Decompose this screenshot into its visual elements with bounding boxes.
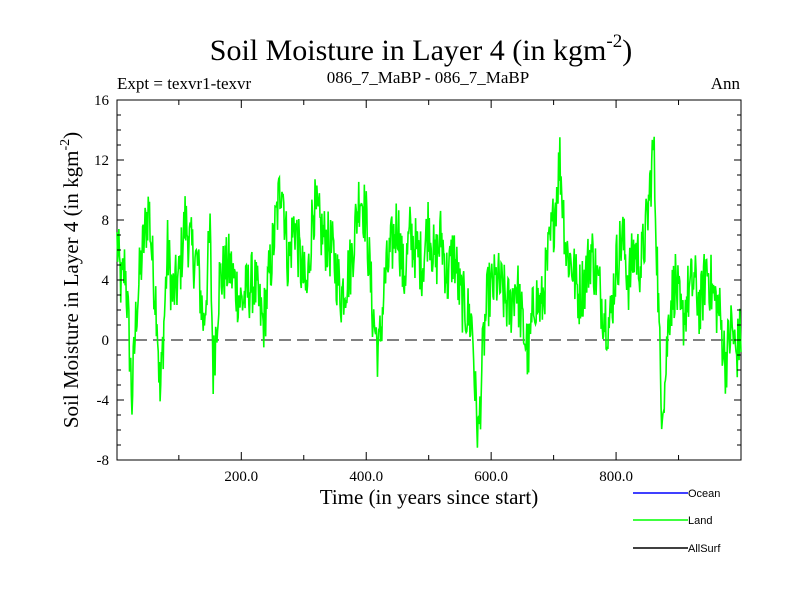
x-axis-label: Time (in years since start) bbox=[320, 485, 539, 509]
chart-title: Soil Moisture in Layer 4 (in kgm-2) bbox=[210, 31, 632, 67]
land-series-line bbox=[116, 136, 742, 448]
y-tick-label: 16 bbox=[94, 93, 110, 109]
y-tick-label: -8 bbox=[97, 453, 110, 469]
experiment-label: Expt = texvr1-texvr bbox=[117, 74, 252, 93]
x-tick-label: 600.0 bbox=[474, 469, 508, 485]
legend-allsurf-label: AllSurf bbox=[688, 543, 721, 555]
period-label: 086_7_MaBP - 086_7_MaBP bbox=[327, 68, 529, 87]
x-axis-ticks: 200.0 400.0 600.0 800.0 bbox=[178, 100, 680, 485]
legend-ocean-label: Ocean bbox=[688, 488, 720, 500]
x-tick-label: 400.0 bbox=[349, 469, 383, 485]
legend-land-label: Land bbox=[688, 515, 712, 527]
y-tick-label: 4 bbox=[102, 273, 110, 289]
y-axis-label: Soil Moisture in Layer 4 (in kgm-2) bbox=[58, 132, 83, 428]
y-axis-ticks: -8 -4 0 4 8 12 16 bbox=[94, 93, 741, 469]
legend: Ocean Land AllSurf bbox=[633, 488, 721, 555]
y-tick-label: 0 bbox=[102, 333, 110, 349]
y-tick-label: 12 bbox=[94, 153, 109, 169]
y-tick-label: 8 bbox=[102, 213, 110, 229]
x-tick-label: 200.0 bbox=[224, 469, 258, 485]
x-tick-label: 800.0 bbox=[599, 469, 633, 485]
y-tick-label: -4 bbox=[97, 393, 110, 409]
season-label: Ann bbox=[711, 74, 741, 93]
